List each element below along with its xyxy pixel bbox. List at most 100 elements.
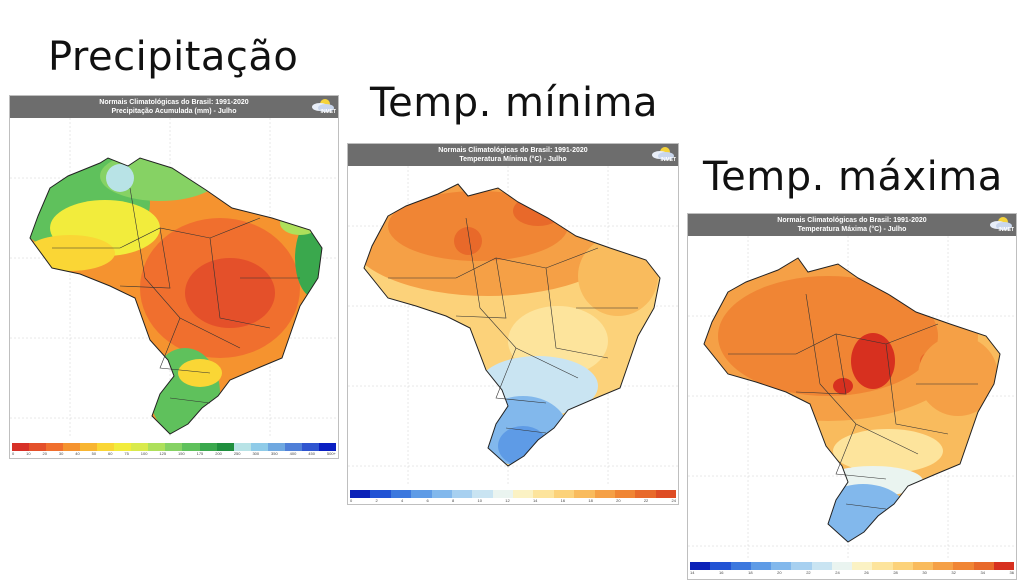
colorbar-tick-label: 75 <box>124 451 129 456</box>
colorbar-swatch <box>831 562 852 570</box>
colorbar-tick-label: 450 <box>308 451 315 456</box>
colorbar-tick-label: 32 <box>951 570 956 575</box>
colorbar-tick-label: 24 <box>671 498 676 503</box>
colorbar-swatch <box>574 490 595 498</box>
colorbar-swatch <box>614 490 636 498</box>
panel-header: Normais Climatológicas do Brasil: 1991-2… <box>10 96 338 118</box>
colorbar-tick-label: 16 <box>719 570 724 575</box>
precip-ticks: 0 10 20 30 40 50 60 75 100 125 150 175 200 250 300 350 4… <box>12 451 336 457</box>
heading-temp-minima: Temp. mínima <box>370 80 659 126</box>
panel-title: Normais Climatológicas do Brasil: 1991-2… <box>777 217 927 224</box>
tmin-ticks: 0 2 4 6 8 10 12 14 16 18 20 22 24 <box>350 498 676 504</box>
colorbar-swatch <box>513 490 534 498</box>
colorbar-tick-label: 20 <box>777 570 782 575</box>
colorbar-swatch <box>750 562 771 570</box>
colorbar-swatch <box>872 562 893 570</box>
colorbar-tick-label: 10 <box>26 451 31 456</box>
panel-header: Normais Climatológicas do Brasil: 1991-2… <box>348 144 678 166</box>
colorbar-swatch <box>953 562 974 570</box>
colorbar-swatch <box>533 490 554 498</box>
colorbar-swatch <box>267 443 285 451</box>
colorbar-swatch <box>63 443 81 451</box>
colorbar-swatch <box>655 490 676 498</box>
colorbar-tick-label: 34 <box>980 570 985 575</box>
inmet-logo-icon: INMET <box>650 145 676 165</box>
colorbar-swatch <box>46 443 64 451</box>
colorbar-tick-label: 20 <box>616 498 621 503</box>
colorbar-tick-label: 350 <box>271 451 278 456</box>
colorbar-swatch <box>710 562 731 570</box>
colorbar-swatch <box>791 562 812 570</box>
colorbar-swatch <box>492 490 513 498</box>
colorbar-swatch <box>390 490 412 498</box>
colorbar-tick-label: 100 <box>140 451 148 456</box>
colorbar-tick-label: 250 <box>233 451 241 456</box>
colorbar-tick-label: 0 <box>12 451 15 456</box>
colorbar-swatch <box>411 490 432 498</box>
colorbar-swatch <box>80 443 98 451</box>
colorbar-swatch <box>182 443 200 451</box>
panel-title: Normais Climatológicas do Brasil: 1991-2… <box>99 99 249 106</box>
colorbar-swatch <box>811 562 832 570</box>
map-panel-precipitation: Normais Climatológicas do Brasil: 1991-2… <box>9 95 339 459</box>
colorbar-swatch <box>730 562 751 570</box>
colorbar-tick-label: 12 <box>505 498 510 503</box>
colorbar-swatch <box>771 562 792 570</box>
logo-text: INMET <box>998 227 1014 233</box>
colorbar-tick-label: 150 <box>178 451 185 456</box>
colorbar-tick-label: 26 <box>864 570 869 575</box>
colorbar-tick-label: 28 <box>893 570 898 575</box>
colorbar-swatch <box>973 562 994 570</box>
colorbar-tick-label: 14 <box>690 570 695 575</box>
inmet-logo-icon: INMET <box>310 97 336 117</box>
colorbar-tick-label: 300 <box>252 451 260 456</box>
colorbar-swatch <box>635 490 656 498</box>
colorbar-tick-label: 2 <box>375 498 378 503</box>
tmax-ticks: 14 16 18 20 22 24 26 28 30 32 34 36 <box>690 570 1014 576</box>
colorbar-tick-label: 36 <box>1009 570 1014 575</box>
colorbar-tick-label: 24 <box>835 570 840 575</box>
colorbar-swatch <box>451 490 473 498</box>
colorbar-tick-label: 6 <box>426 498 429 503</box>
colorbar-swatch <box>912 562 933 570</box>
colorbar-swatch <box>318 443 336 451</box>
colorbar-swatch <box>690 562 711 570</box>
colorbar-tick-label: 125 <box>159 451 167 456</box>
panel-header: Normais Climatológicas do Brasil: 1991-2… <box>688 214 1016 236</box>
colorbar-swatch <box>233 443 251 451</box>
colorbar-swatch <box>431 490 452 498</box>
colorbar-tick-label: 0 <box>350 498 353 503</box>
colorbar-swatch <box>148 443 166 451</box>
colorbar-swatch <box>97 443 115 451</box>
tmax-map <box>688 236 1016 558</box>
panel-title: Normais Climatológicas do Brasil: 1991-2… <box>438 147 588 154</box>
colorbar-tick-label: 22 <box>643 498 649 503</box>
colorbar-tick-label: 400 <box>289 451 297 456</box>
colorbar-swatch <box>892 562 913 570</box>
colorbar-tick-label: 40 <box>75 451 80 456</box>
panel-subtitle: Temperatura Máxima (°C) - Julho <box>797 226 907 233</box>
colorbar-tick-label: 50 <box>91 451 97 456</box>
colorbar-swatch <box>199 443 217 451</box>
colorbar-swatch <box>933 562 954 570</box>
tmax-colorbar <box>690 562 1014 570</box>
colorbar-swatch <box>131 443 149 451</box>
colorbar-swatch <box>594 490 615 498</box>
precip-colorbar <box>12 443 336 451</box>
colorbar-tick-label: 18 <box>748 570 753 575</box>
colorbar-tick-label: 14 <box>532 498 538 503</box>
colorbar-swatch <box>284 443 302 451</box>
panel-subtitle: Precipitação Acumulada (mm) - Julho <box>111 108 237 115</box>
colorbar-swatch <box>350 490 371 498</box>
colorbar-swatch <box>250 443 268 451</box>
colorbar-tick-label: 175 <box>196 451 204 456</box>
colorbar-tick-label: 20 <box>42 451 47 456</box>
colorbar-swatch <box>165 443 183 451</box>
colorbar-swatch <box>216 443 234 451</box>
colorbar-swatch <box>370 490 391 498</box>
heading-temp-maxima: Temp. máxima <box>703 154 1003 200</box>
panel-subtitle: Temperatura Mínima (°C) - Julho <box>459 156 567 163</box>
colorbar-tick-label: 30 <box>922 570 927 575</box>
inmet-logo-icon: INMET <box>988 215 1014 235</box>
colorbar-swatch <box>553 490 575 498</box>
